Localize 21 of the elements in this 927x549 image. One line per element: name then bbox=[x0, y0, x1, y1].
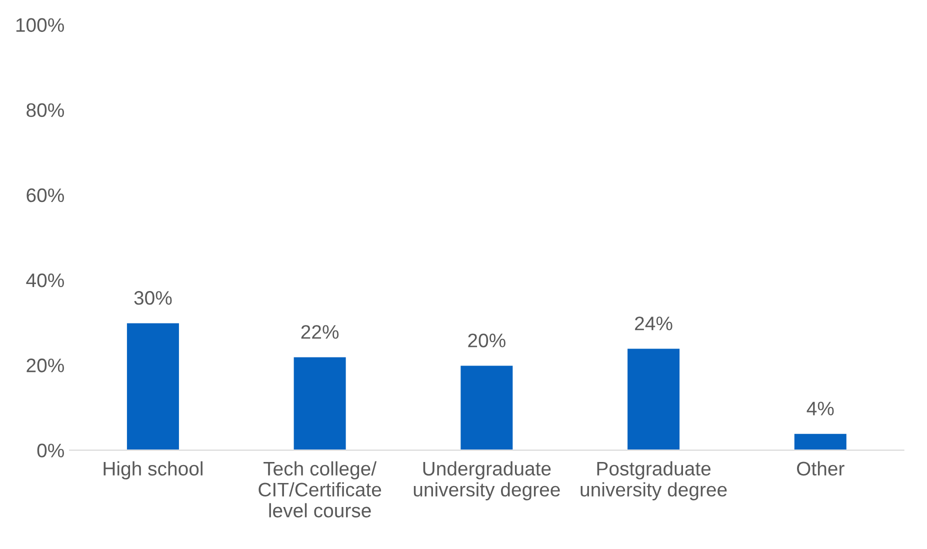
bar bbox=[292, 356, 348, 450]
x-tick-label: High school bbox=[104, 461, 202, 480]
bar bbox=[793, 432, 848, 450]
data-label: 30% bbox=[134, 291, 172, 305]
y-tick-label: 40% bbox=[26, 273, 64, 288]
data-label: 22% bbox=[301, 325, 339, 339]
x-tick-label: Other bbox=[797, 461, 844, 476]
data-label: 24% bbox=[635, 316, 672, 330]
data-label: 4% bbox=[806, 402, 834, 416]
x-tick-label: Postgraduate university degree bbox=[580, 461, 727, 500]
y-tick-label: 80% bbox=[26, 103, 64, 118]
y-tick-label: 0% bbox=[37, 444, 64, 458]
bar bbox=[626, 347, 681, 450]
bar bbox=[459, 364, 514, 450]
y-tick-label: 60% bbox=[26, 188, 64, 202]
data-label: 20% bbox=[468, 334, 506, 348]
x-tick-label: Tech college/ CIT/Certificate level course bbox=[258, 461, 382, 518]
bar bbox=[126, 322, 180, 450]
y-tick-label: 100% bbox=[16, 18, 64, 32]
x-tick-label: Undergraduate university degree bbox=[414, 461, 560, 500]
y-tick-label: 20% bbox=[26, 358, 64, 372]
